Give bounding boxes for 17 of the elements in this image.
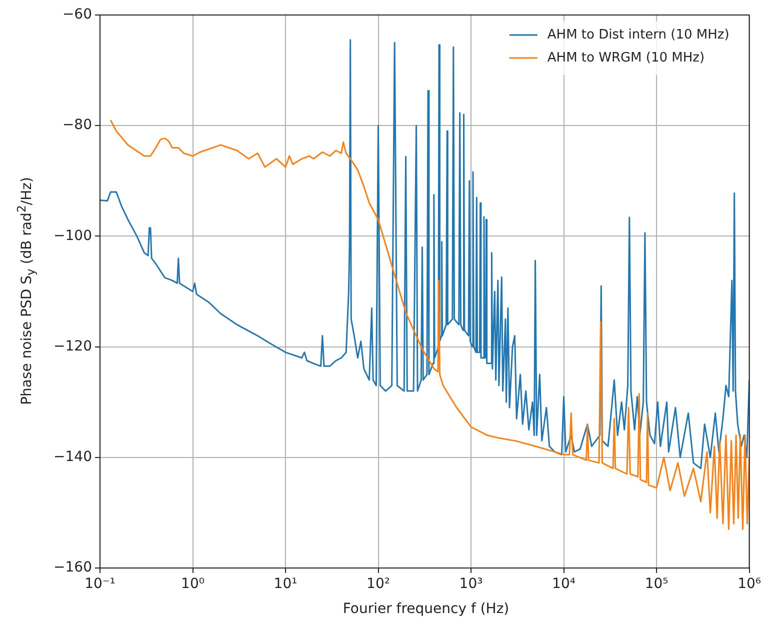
- legend-label: AHM to WRGM (10 MHz): [547, 50, 705, 66]
- x-tick-label: 10⁶: [738, 576, 762, 592]
- y-tick-label: −60: [62, 6, 92, 23]
- y-tick-label: −140: [54, 449, 92, 466]
- y-tick-label: −120: [54, 338, 92, 354]
- y-tick-label: −80: [62, 117, 92, 134]
- x-tick-label: 10²: [366, 576, 390, 592]
- x-tick-label: 10⁴: [552, 576, 576, 592]
- x-axis-title: Fourier frequency f (Hz): [342, 601, 510, 617]
- x-tick-label: 10⁵: [644, 576, 668, 592]
- legend-label: AHM to Dist intern (10 MHz): [547, 27, 730, 42]
- x-tick-label: 10⁰: [181, 576, 205, 592]
- y-tick-label: −100: [54, 228, 92, 244]
- x-tick-label: 10¹: [274, 576, 298, 592]
- x-tick-label: 10³: [459, 576, 483, 592]
- x-tick-label: 10⁻¹: [84, 576, 116, 592]
- y-tick-label: −160: [54, 560, 92, 576]
